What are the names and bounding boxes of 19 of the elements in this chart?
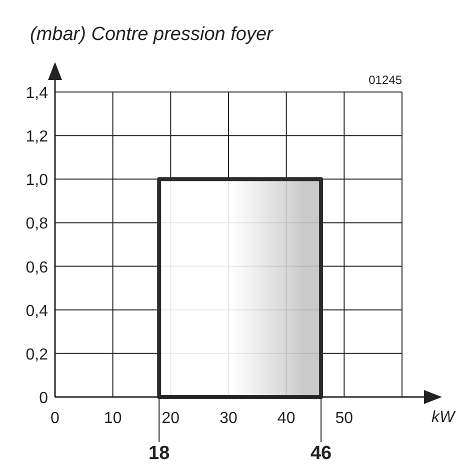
annotation: 46 (310, 443, 332, 464)
y-tick-label: 0 (39, 390, 48, 407)
x-tick-label: 20 (162, 410, 180, 427)
x-axis-title: kW (431, 409, 456, 426)
annotation: 18 (148, 443, 170, 464)
x-tick-label: 40 (277, 410, 296, 427)
chart-title: (mbar) Contre pression foyer (30, 24, 274, 45)
y-tick-label: 1,4 (26, 85, 48, 102)
x-tick-label: 30 (220, 410, 238, 427)
x-tick-label: 0 (50, 410, 60, 427)
text: 01245 (368, 73, 402, 87)
y-tick-label: 1,2 (26, 128, 48, 146)
y-tick-label: 0,6 (26, 259, 48, 276)
y-tick-label: 1,0 (26, 172, 48, 190)
y-tick-label: 0,2 (26, 346, 48, 364)
x-tick-label: 10 (104, 410, 122, 427)
x-tick-label: 50 (335, 410, 354, 427)
y-tick-label: 0,4 (26, 302, 48, 320)
y-tick-label: 0,8 (26, 216, 48, 233)
